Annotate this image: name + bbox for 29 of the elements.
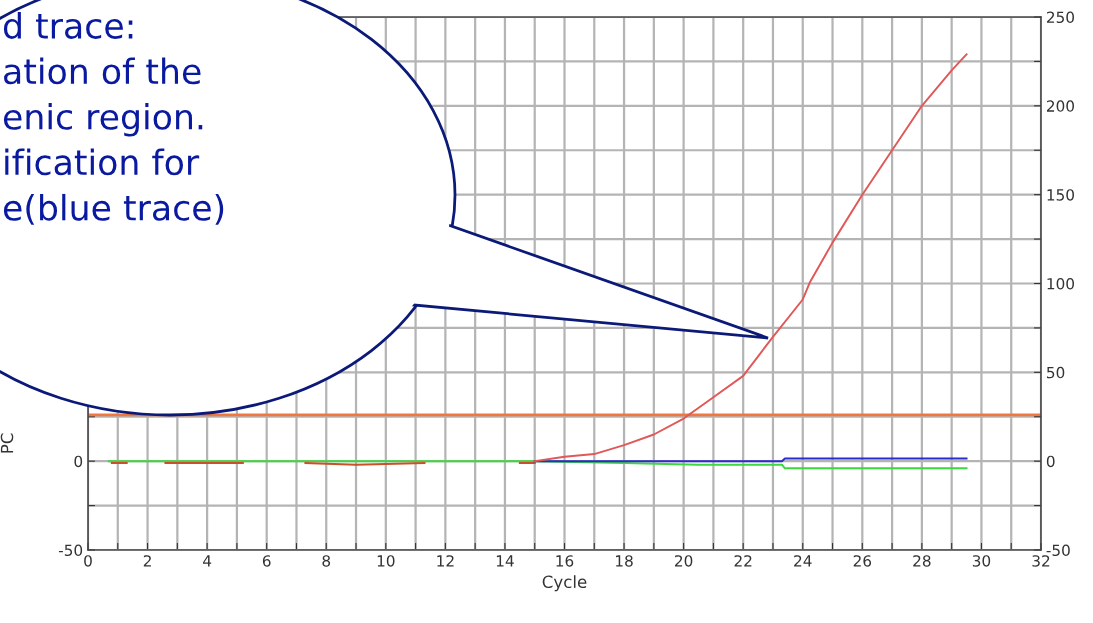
y2-tick-label: 0 [1046, 455, 1055, 468]
y2-tick-label: 250 [1046, 11, 1075, 24]
x-tick-label: 0 [84, 555, 92, 567]
y2-tick-label: -50 [1046, 544, 1070, 557]
x-tick-label: 28 [913, 555, 931, 567]
y2-tick-label: 150 [1047, 189, 1075, 201]
x-tick-label: 32 [1032, 555, 1050, 567]
x-tick-label: 26 [853, 555, 872, 567]
line-series [107, 460, 968, 470]
x-tick-label: 20 [675, 555, 693, 567]
x-tick-label: 12 [437, 555, 454, 567]
x-tick-label: 4 [203, 555, 212, 567]
x-axis-title: Cycle [542, 575, 587, 592]
x-tick-label: 14 [496, 555, 514, 567]
x-tick-label: 18 [616, 555, 633, 567]
x-tick-label: 16 [556, 555, 574, 567]
x-tick-label: 22 [734, 555, 752, 567]
line-series [533, 53, 968, 463]
x-tick-label: 6 [262, 555, 271, 567]
y2-tick-label: 200 [1046, 100, 1075, 112]
x-tick-label: 2 [143, 555, 151, 567]
x-tick-label: 24 [794, 555, 812, 567]
x-tick-label: 30 [972, 555, 991, 567]
y2-tick-label: 100 [1047, 277, 1075, 290]
annotation: d trace: ation of the enic region. ification for e(blue trace) [3, 12, 224, 225]
x-tick-label: 8 [322, 555, 331, 567]
y-axis-title: PC [0, 433, 14, 453]
y2-tick-label: 50 [1047, 366, 1065, 379]
x-tick-label: 10 [377, 555, 395, 567]
